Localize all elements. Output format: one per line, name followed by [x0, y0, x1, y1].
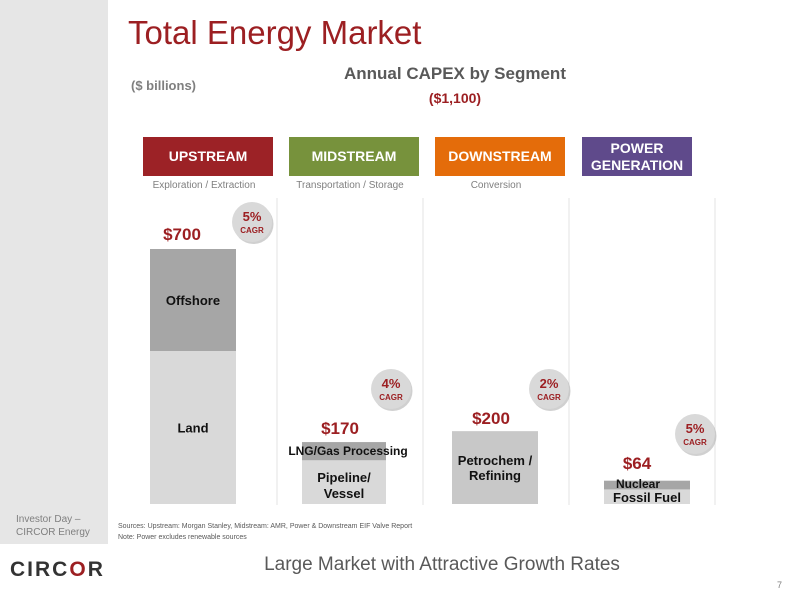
- sources-note: Sources: Upstream: Morgan Stanley, Midst…: [118, 521, 412, 543]
- segment-header-3: DOWNSTREAM: [435, 137, 565, 176]
- bar-label-nuclear: Nuclear: [616, 477, 660, 491]
- left-sidebar: [0, 0, 108, 600]
- cagr-unit-3: CAGR: [537, 393, 561, 402]
- bar-label-offshore: Offshore: [166, 293, 220, 308]
- cagr-unit-4: CAGR: [683, 438, 707, 447]
- cagr-value-3: 2%: [540, 376, 559, 391]
- total-label-3: $200: [472, 409, 510, 428]
- page-title: Total Energy Market: [128, 14, 422, 51]
- cagr-badge-3: [529, 369, 569, 409]
- bar-label-pipeline-2: Vessel: [324, 486, 365, 501]
- circor-logo: CIRCOR: [10, 558, 105, 582]
- logo-text-3: R: [87, 558, 105, 581]
- total-label-1: $700: [163, 225, 201, 244]
- segment-header-4: POWER GENERATION: [582, 137, 692, 176]
- event-label: Investor Day – CIRCOR Energy: [16, 513, 106, 539]
- bar-label-petrochem-1: Petrochem /: [458, 453, 533, 468]
- segment-caption-1: Exploration / Extraction: [152, 180, 256, 191]
- segment-caption-2: Transportation / Storage: [296, 180, 404, 191]
- bar-4-part-1: [604, 489, 690, 504]
- segment-header-2: MIDSTREAM: [289, 137, 419, 176]
- logo-text-2: O: [69, 558, 88, 581]
- cagr-badge-4: [675, 414, 715, 454]
- cagr-value-4: 5%: [686, 421, 705, 436]
- market-total: ($1,100): [428, 90, 482, 106]
- cagr-value-1: 5%: [243, 209, 262, 224]
- bar-2-part-1: [302, 460, 386, 504]
- tagline: Large Market with Attractive Growth Rate…: [264, 554, 620, 575]
- total-label-4: $64: [623, 454, 652, 473]
- bar-1-part-2: [150, 249, 236, 351]
- bar-3-part-1: [452, 431, 538, 504]
- cagr-unit-2: CAGR: [379, 393, 403, 402]
- bar-label-pipeline-1: Pipeline/: [317, 470, 371, 485]
- bar-label-fossil: Fossil Fuel: [613, 490, 681, 505]
- segment-header-1: UPSTREAM: [143, 137, 273, 176]
- units-label: ($ billions): [131, 78, 196, 93]
- cagr-badge-1: [232, 202, 272, 242]
- logo-text-1: CIRC: [10, 558, 70, 581]
- cagr-value-2: 4%: [382, 376, 401, 391]
- cagr-unit-1: CAGR: [240, 226, 264, 235]
- bar-label-petrochem-2: Refining: [469, 468, 521, 483]
- note-line: Note: Power excludes renewable sources: [118, 534, 247, 541]
- bar-4-part-2: [604, 480, 690, 490]
- page-number: 7: [777, 580, 783, 590]
- bar-1-part-1: [150, 351, 236, 504]
- event-line-2: CIRCOR Energy: [16, 527, 90, 538]
- sources-line: Sources: Upstream: Morgan Stanley, Midst…: [118, 523, 413, 530]
- bar-2-part-2: [302, 442, 386, 461]
- chart-subtitle: Annual CAPEX by Segment: [344, 64, 566, 83]
- event-line-1: Investor Day –: [16, 514, 81, 525]
- bar-label-lng: LNG/Gas Processing: [288, 444, 407, 458]
- segment-caption-3: Conversion: [470, 180, 522, 191]
- bar-label-land: Land: [177, 421, 208, 436]
- total-label-2: $170: [321, 419, 359, 438]
- cagr-badge-2: [371, 369, 411, 409]
- logo-area: [0, 544, 108, 600]
